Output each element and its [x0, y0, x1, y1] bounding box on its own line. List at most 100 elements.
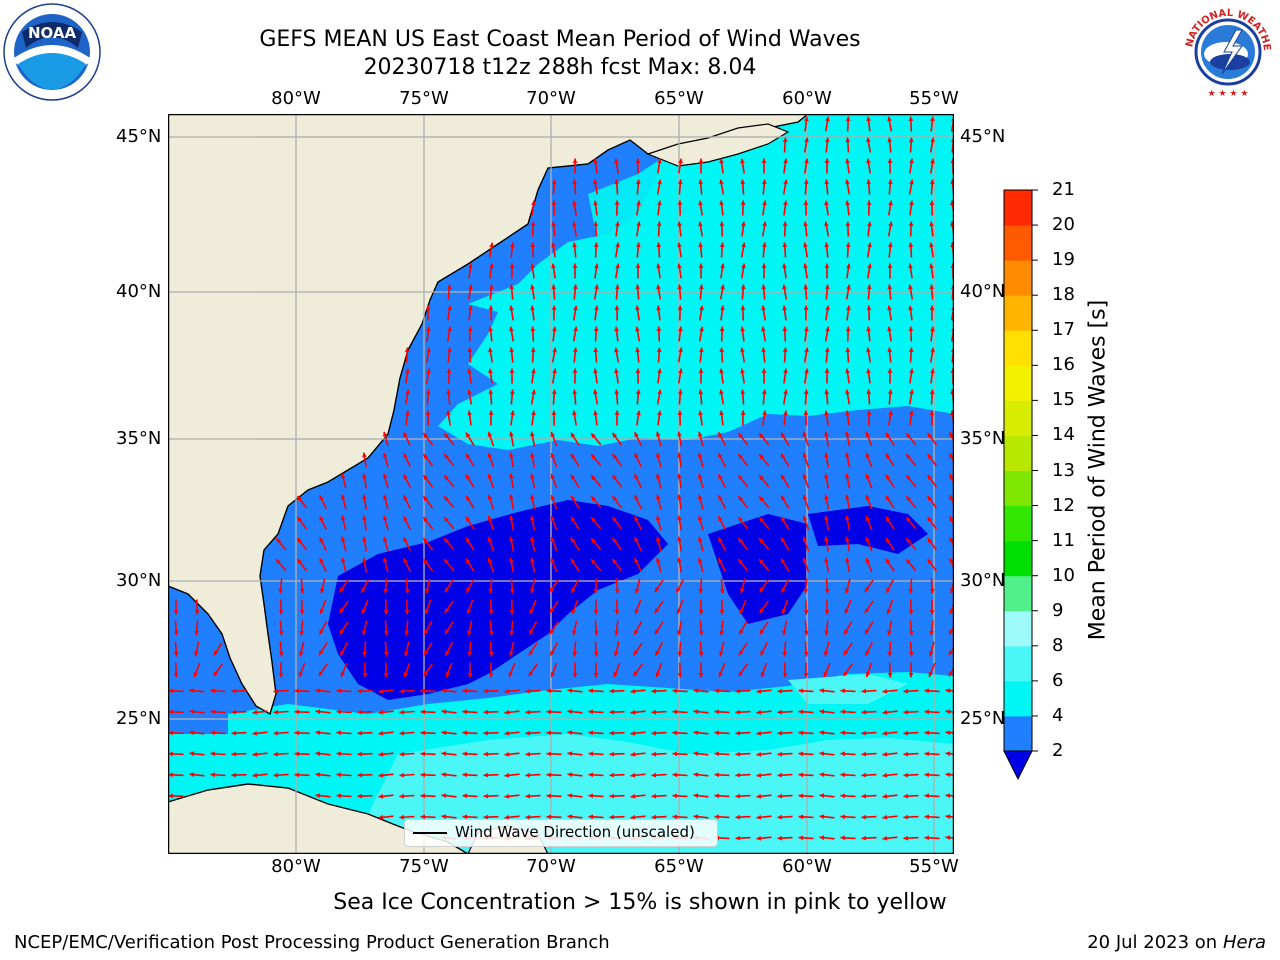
- wave-direction-arrowhead: [551, 305, 557, 310]
- wave-direction-arrowhead: [655, 431, 661, 437]
- wave-direction-arrowhead: [887, 242, 893, 248]
- wave-direction-arrowhead: [903, 772, 908, 778]
- wave-direction-arrowhead: [924, 688, 929, 694]
- wave-direction-arrowhead: [297, 538, 302, 543]
- wave-direction-arrowhead: [399, 709, 404, 715]
- wave-direction-arrowhead: [908, 137, 914, 142]
- wave-direction-arrowhead: [529, 629, 534, 635]
- wave-direction-arrowhead: [924, 709, 929, 715]
- wave-direction-arrowhead: [189, 709, 195, 715]
- wave-direction-arrowhead: [378, 751, 384, 757]
- wave-direction-arrowhead: [845, 116, 851, 121]
- legend-label: Wind Wave Direction (unscaled): [455, 823, 695, 841]
- wave-direction-arrowhead: [861, 793, 866, 799]
- wave-direction-arrowhead: [319, 629, 324, 635]
- wave-direction-arrowhead: [567, 730, 573, 736]
- wave-direction-arrowhead: [299, 651, 304, 657]
- wave-direction-arrowhead: [693, 688, 699, 694]
- wave-direction-arrowhead: [824, 515, 829, 521]
- wave-direction-arrowhead: [903, 814, 908, 820]
- wave-direction-arrowhead: [594, 284, 599, 290]
- wave-direction-arrowhead: [530, 284, 535, 290]
- wave-direction-arrowhead: [720, 284, 725, 290]
- wave-direction-arrowhead: [383, 588, 389, 594]
- wave-direction-arrowhead: [677, 179, 683, 185]
- wave-direction-arrowhead: [382, 494, 388, 500]
- wave-direction-arrowhead: [887, 116, 892, 122]
- wave-direction-arrowhead: [945, 835, 951, 841]
- wave-direction-arrowhead: [882, 709, 888, 715]
- wave-direction-arrowhead: [466, 516, 471, 522]
- wave-direction-arrowhead: [273, 730, 278, 736]
- wave-direction-arrowhead: [844, 608, 849, 614]
- wave-direction-arrowhead: [488, 305, 494, 310]
- lon-label-top: 80°W: [271, 88, 321, 109]
- wave-direction-arrowhead: [887, 673, 893, 678]
- wave-direction-arrowhead: [908, 610, 914, 615]
- land-us-east: [168, 114, 810, 716]
- wave-direction-arrowhead: [714, 751, 719, 757]
- wave-direction-arrowhead: [929, 221, 934, 227]
- wave-direction-arrowhead: [593, 630, 599, 636]
- wave-direction-arrowhead: [760, 650, 765, 656]
- wave-direction-arrowhead: [693, 730, 699, 736]
- wave-direction-arrowhead: [845, 242, 851, 247]
- wave-direction-arrowhead: [798, 751, 803, 757]
- wave-direction-arrowhead: [399, 730, 404, 736]
- wave-direction-arrowhead: [803, 630, 809, 636]
- wave-direction-arrowhead: [719, 200, 724, 206]
- wave-direction-arrowhead: [887, 347, 893, 353]
- wave-direction-arrowhead: [804, 368, 809, 374]
- wave-direction-arrowhead: [678, 158, 683, 164]
- wave-period-map: [168, 114, 954, 854]
- wave-direction-arrowhead: [634, 432, 639, 438]
- wave-direction-arrowhead: [719, 158, 724, 164]
- wave-direction-arrowhead: [798, 793, 803, 799]
- wave-direction-arrowhead: [378, 814, 384, 820]
- wave-direction-arrowhead: [718, 558, 723, 564]
- wave-direction-arrowhead: [819, 688, 825, 694]
- wave-direction-arrowhead: [634, 629, 639, 635]
- wave-direction-arrowhead: [824, 630, 829, 636]
- wave-direction-arrowhead: [509, 515, 514, 521]
- wave-direction-arrowhead: [530, 347, 536, 352]
- wave-direction-arrowhead: [948, 671, 954, 677]
- wave-direction-arrowhead: [509, 557, 514, 563]
- wave-direction-arrowhead: [508, 651, 514, 657]
- wave-direction-arrowhead: [740, 158, 745, 164]
- wave-direction-arrowhead: [677, 515, 682, 521]
- wave-direction-arrowhead: [929, 630, 934, 636]
- wave-direction-arrowhead: [887, 179, 893, 185]
- wave-direction-arrowhead: [720, 305, 725, 311]
- wave-direction-arrowhead: [824, 179, 830, 185]
- wave-direction-arrowhead: [593, 588, 599, 594]
- wave-direction-arrowhead: [572, 651, 578, 657]
- wave-direction-arrowhead: [654, 629, 660, 635]
- wave-direction-arrowhead: [466, 474, 471, 480]
- wave-direction-arrowhead: [420, 709, 425, 715]
- wave-direction-arrowhead: [588, 688, 593, 694]
- wave-direction-arrowhead: [403, 432, 408, 438]
- wave-direction-arrowhead: [657, 389, 662, 395]
- wave-direction-arrowhead: [633, 650, 639, 656]
- footer-machine: Hera: [1222, 932, 1266, 953]
- wave-direction-arrowhead: [467, 389, 472, 395]
- lon-label-top: 70°W: [526, 88, 576, 109]
- wave-direction-arrowhead: [423, 650, 429, 656]
- wave-direction-arrowhead: [929, 305, 935, 310]
- wave-direction-arrowhead: [550, 516, 556, 521]
- wave-direction-arrowhead: [567, 814, 573, 820]
- wave-direction-arrowhead: [781, 453, 786, 459]
- wave-direction-arrowhead: [657, 179, 662, 185]
- wave-direction-arrowhead: [403, 558, 408, 564]
- colorbar-extend-triangle: [1003, 750, 1033, 781]
- wave-direction-arrowhead: [865, 453, 871, 458]
- wave-direction-arrowhead: [340, 650, 345, 656]
- wave-direction-arrowhead: [570, 453, 576, 459]
- wave-direction-arrowhead: [488, 284, 494, 290]
- wave-direction-arrowhead: [803, 651, 809, 657]
- colorbar-tick-label: 11: [1052, 529, 1075, 551]
- wave-direction-arrowhead: [444, 517, 449, 523]
- wave-direction-arrowhead: [697, 473, 703, 479]
- wave-direction-arrowhead: [483, 709, 488, 715]
